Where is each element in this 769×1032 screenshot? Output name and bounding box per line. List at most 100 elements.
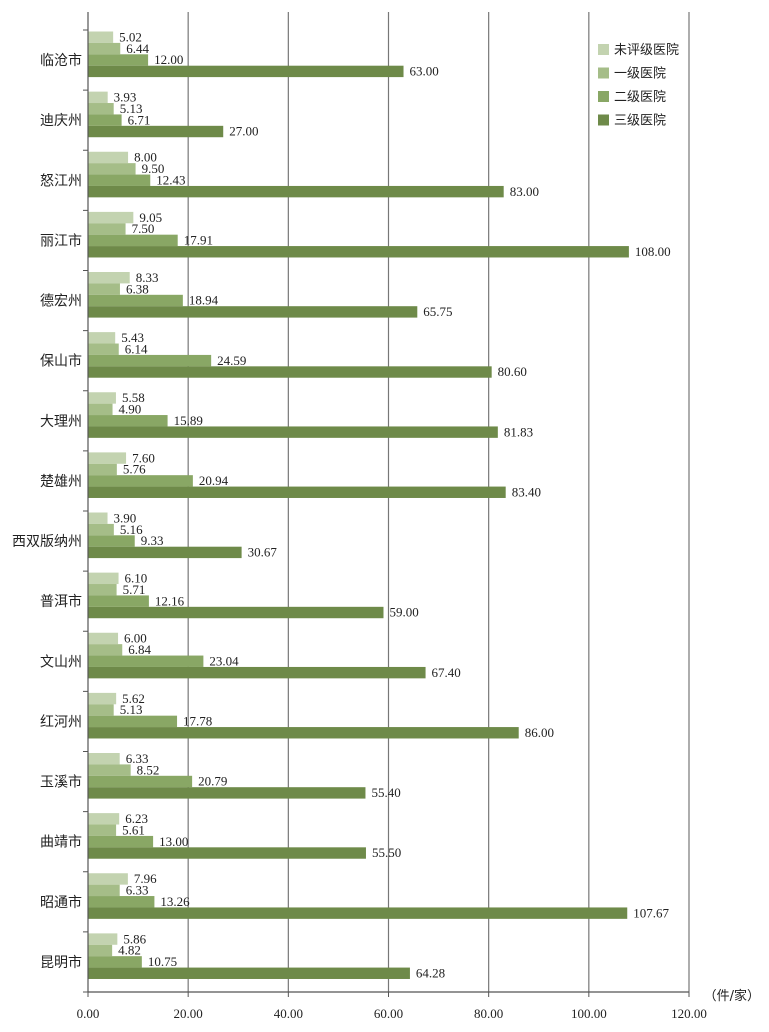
legend-label: 三级医院 [614, 114, 666, 129]
bar [88, 306, 417, 317]
bar [88, 66, 404, 77]
data-label: 20.79 [198, 774, 227, 789]
category-label: 昭通市 [40, 894, 82, 911]
data-label: 65.75 [423, 304, 452, 319]
category-label: 大理州 [40, 414, 82, 430]
bar [88, 633, 118, 644]
data-label: 27.00 [229, 124, 258, 139]
bar [88, 896, 154, 907]
data-label: 5.61 [122, 822, 145, 837]
category-label: 普洱市 [40, 593, 82, 610]
bar [88, 272, 130, 283]
data-label: 8.52 [137, 762, 160, 777]
bar [88, 464, 117, 475]
bar [88, 716, 177, 727]
data-label: 80.60 [498, 364, 527, 379]
bar [88, 404, 113, 415]
bar [88, 595, 149, 606]
bar [88, 246, 629, 257]
data-label: 55.40 [371, 785, 400, 800]
grid-lines [188, 12, 689, 992]
data-label: 23.04 [209, 653, 239, 668]
bar [88, 933, 117, 944]
bar [88, 223, 126, 234]
data-label: 107.67 [633, 905, 669, 920]
x-tick-label: 120.00 [671, 1006, 707, 1021]
data-label: 6.14 [125, 341, 148, 356]
data-label: 4.90 [119, 402, 142, 417]
data-label: 5.13 [120, 702, 143, 717]
bar [88, 644, 122, 655]
bar [88, 366, 492, 377]
bar [88, 667, 426, 678]
bar [88, 787, 365, 798]
bar [88, 885, 120, 896]
bar [88, 524, 114, 535]
data-label: 83.40 [512, 484, 541, 499]
data-label: 15.89 [174, 413, 203, 428]
bar [88, 355, 211, 366]
legend-swatch [598, 68, 609, 79]
bar [88, 415, 168, 426]
x-tick-label: 40.00 [274, 1006, 303, 1021]
bar [88, 836, 153, 847]
bar [88, 452, 126, 463]
bar [88, 704, 114, 715]
bar [88, 753, 120, 764]
data-label: 7.50 [132, 221, 155, 236]
data-label: 6.38 [126, 281, 149, 296]
bar [88, 547, 242, 558]
data-label: 20.94 [199, 473, 229, 488]
legend-swatch [598, 115, 609, 126]
bar [88, 573, 119, 584]
bar [88, 907, 627, 918]
bar [88, 152, 128, 163]
data-label: 83.00 [510, 184, 539, 199]
data-label: 6.84 [128, 642, 151, 657]
bar [88, 945, 112, 956]
data-label: 6.71 [128, 112, 151, 127]
category-label: 楚雄州 [40, 474, 82, 490]
bar [88, 487, 506, 498]
x-tick-label: 20.00 [174, 1006, 203, 1021]
data-label: 64.28 [416, 965, 445, 980]
bar [88, 32, 113, 43]
category-label: 临沧市 [40, 52, 82, 69]
data-label: 59.00 [389, 605, 418, 620]
bar [88, 114, 122, 125]
data-label: 67.40 [432, 665, 461, 680]
category-label: 西双版纳州 [12, 534, 82, 550]
x-tick-label: 80.00 [474, 1006, 503, 1021]
legend-label: 二级医院 [614, 90, 666, 105]
data-label: 13.26 [160, 894, 190, 909]
category-label: 丽江市 [40, 232, 82, 249]
category-label: 昆明市 [40, 954, 82, 971]
data-label: 81.83 [504, 424, 533, 439]
bar [88, 847, 366, 858]
bar [88, 426, 498, 437]
category-label: 保山市 [40, 353, 82, 370]
data-label: 13.00 [159, 834, 188, 849]
data-label: 24.59 [217, 353, 246, 368]
category-label: 红河州 [40, 714, 82, 730]
data-label: 12.43 [156, 172, 185, 187]
data-label: 18.94 [189, 293, 219, 308]
data-label: 17.91 [184, 233, 213, 248]
bar [88, 392, 116, 403]
bar [88, 235, 178, 246]
data-label: 5.71 [123, 582, 146, 597]
x-tick-label: 0.00 [77, 1006, 100, 1021]
bar [88, 764, 131, 775]
bar [88, 873, 128, 884]
data-label: 5.16 [120, 522, 143, 537]
data-label: 30.67 [248, 545, 278, 560]
chart: 5.026.4412.0063.003.935.136.7127.008.009… [0, 0, 769, 1032]
data-label: 10.75 [148, 954, 177, 969]
bar [88, 54, 148, 65]
bar [88, 656, 203, 667]
bar [88, 968, 410, 979]
x-tick-label: 60.00 [374, 1006, 403, 1021]
data-label: 86.00 [525, 725, 554, 740]
bar [88, 693, 116, 704]
